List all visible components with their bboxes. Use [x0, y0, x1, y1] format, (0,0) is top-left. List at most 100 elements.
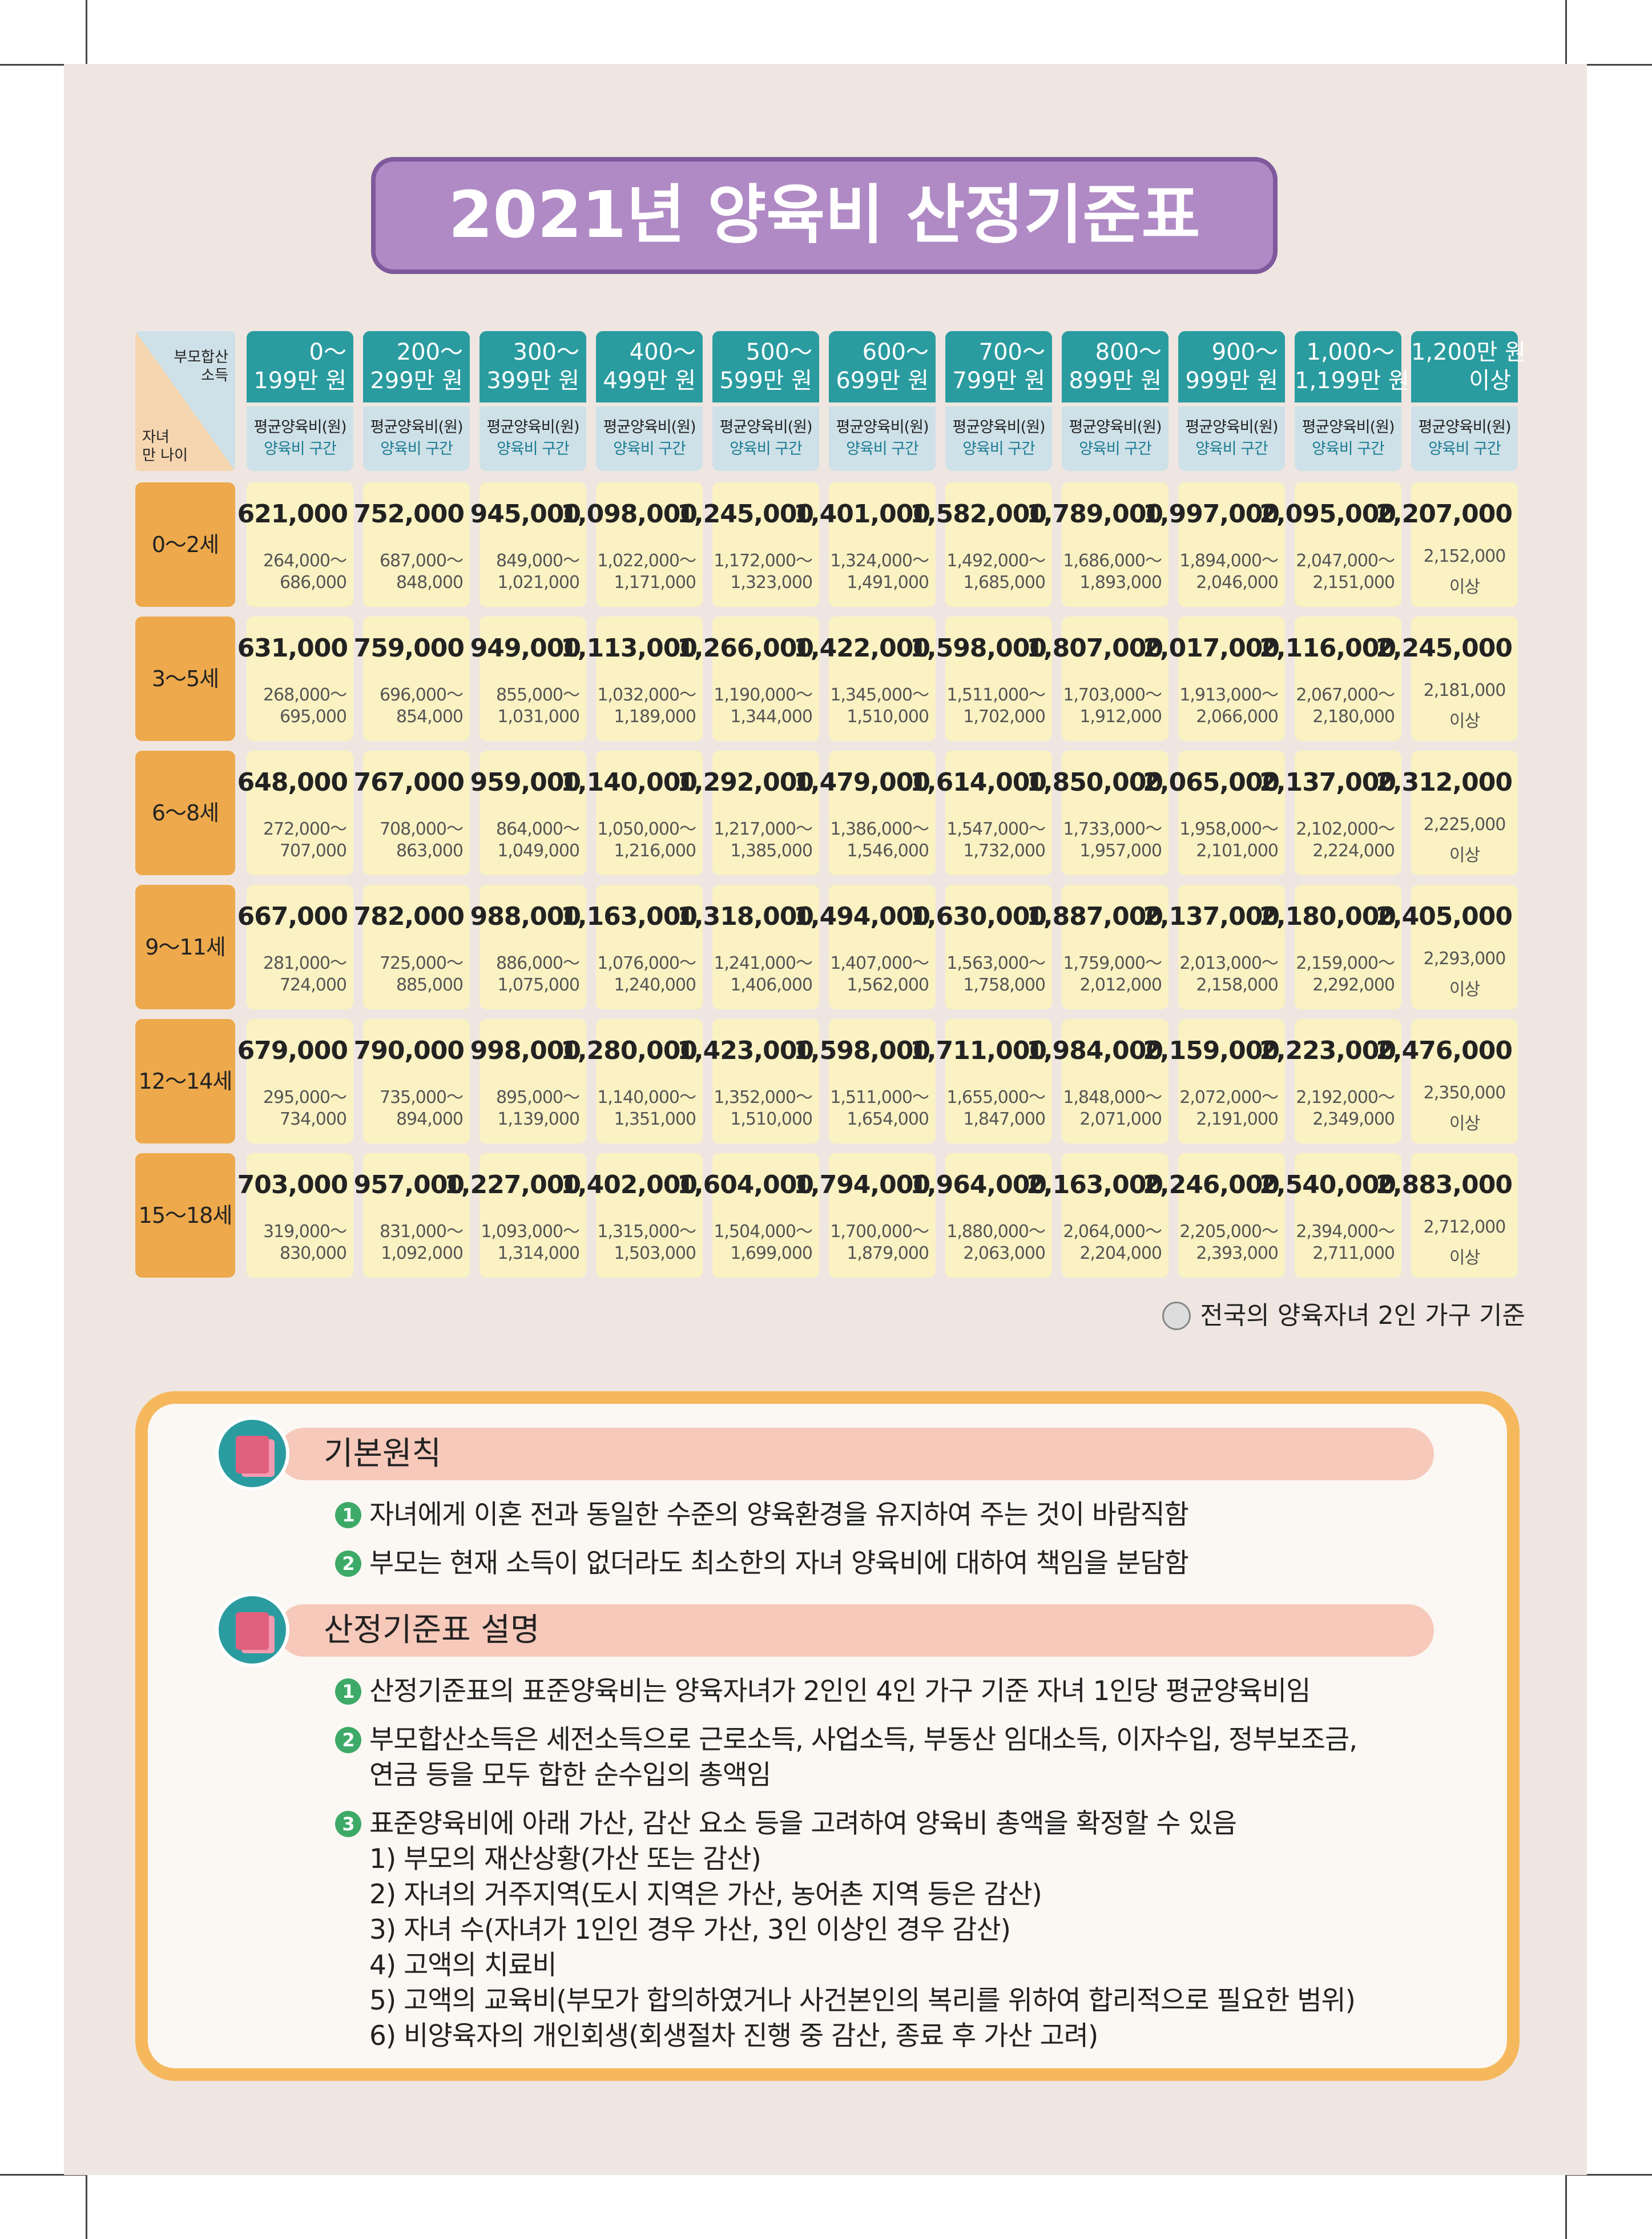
range-high: 2,349,000	[1312, 1109, 1395, 1129]
range-high: 686,000	[279, 573, 347, 593]
crop-mark	[86, 2153, 87, 2239]
item-line: 3) 자녀 수(자녀가 1인인 경우 가산, 3인 이상인 경우 감산)	[369, 1914, 1011, 1946]
range-low: 268,000～	[263, 685, 347, 705]
range-high: 1,139,000	[497, 1109, 580, 1129]
item-number: 2	[335, 1727, 361, 1753]
range-low: 1,686,000～	[1063, 551, 1162, 571]
data-cell: 1,402,000 1,315,000～ 1,503,000	[561, 1153, 703, 1278]
column-header: 200～ 299만 원	[363, 331, 470, 402]
range-high: 707,000	[279, 841, 347, 861]
average-cost: 790,000	[353, 1036, 465, 1065]
item-line: 6) 비양육자의 개인회생(회생절차 진행 중 감산, 종료 후 가산 고려)	[369, 2020, 1098, 2052]
note-icon	[1162, 1302, 1191, 1330]
range-high: 1,510,000	[730, 1109, 813, 1129]
average-cost: 1,227,000	[444, 1170, 581, 1199]
data-cell: 2,065,000 1,958,000～ 2,101,000	[1143, 751, 1285, 875]
column-subheader: 평균양육비(원) 양육비 구간	[480, 406, 586, 471]
range-low: 1,913,000～	[1179, 685, 1279, 705]
average-cost: 1,113,000	[561, 634, 698, 663]
data-cell: 1,964,000 1,880,000～ 2,063,000	[910, 1153, 1052, 1278]
range-label: 양육비 구간	[1312, 440, 1385, 458]
data-cell: 1,494,000 1,407,000～ 1,562,000	[793, 885, 936, 1009]
data-cell: 1,140,000 1,050,000～ 1,216,000	[561, 751, 703, 875]
range-low: 2,013,000～	[1179, 953, 1279, 973]
average-cost: 2,207,000	[1376, 500, 1513, 529]
average-cost: 1,318,000	[677, 902, 814, 931]
data-cell: 631,000 268,000～ 695,000	[237, 617, 353, 741]
range-high: 1,351,000	[614, 1109, 696, 1129]
range-high: 이상	[1449, 1248, 1480, 1268]
range-label: 양육비 구간	[613, 440, 686, 458]
data-cell: 1,113,000 1,032,000～ 1,189,000	[561, 617, 703, 741]
data-cell: 2,163,000 2,064,000～ 2,204,000	[1026, 1153, 1169, 1278]
average-cost: 2,312,000	[1376, 768, 1513, 797]
range-high: 2,066,000	[1196, 707, 1279, 727]
column-header-line: 200～	[396, 339, 463, 365]
data-cell: 1,794,000 1,700,000～ 1,879,000	[793, 1153, 936, 1278]
range-high: 1,240,000	[614, 975, 696, 995]
range-high: 1,912,000	[1079, 707, 1162, 727]
range-low: 2,159,000～	[1296, 953, 1395, 973]
range-low: 1,140,000～	[597, 1088, 696, 1108]
column-header-line: 1,000～	[1306, 339, 1395, 365]
column-header: 500～ 599만 원	[712, 331, 819, 402]
average-cost: 621,000	[237, 500, 348, 529]
column-header-line: 799만 원	[952, 368, 1045, 394]
range-low: 855,000～	[495, 685, 580, 705]
average-cost: 1,807,000	[1026, 634, 1163, 663]
range-high: 1,503,000	[614, 1243, 696, 1263]
average-cost: 2,180,000	[1259, 902, 1396, 931]
range-low: 1,733,000～	[1063, 819, 1162, 839]
corner-label: 만 나이	[142, 447, 188, 464]
data-cell: 1,266,000 1,190,000～ 1,344,000	[677, 617, 819, 741]
range-high: 1,092,000	[381, 1243, 464, 1263]
average-cost: 2,245,000	[1376, 634, 1513, 663]
data-cell: 2,095,000 2,047,000～ 2,151,000	[1259, 482, 1401, 607]
range-low: 1,547,000～	[946, 819, 1046, 839]
range-high: 830,000	[279, 1243, 347, 1263]
section-icon	[215, 1416, 289, 1491]
column-header-line: 600～	[862, 339, 929, 365]
range-low: 1,511,000～	[946, 685, 1046, 705]
data-cell: 2,017,000 1,913,000～ 2,066,000	[1143, 617, 1285, 741]
data-cell: 1,422,000 1,345,000～ 1,510,000	[793, 617, 936, 741]
range-label: 양육비 구간	[380, 440, 453, 458]
range-high: 863,000	[396, 841, 464, 861]
range-high: 2,180,000	[1312, 707, 1395, 727]
range-high: 1,021,000	[497, 573, 580, 593]
range-low: 1,324,000～	[830, 551, 929, 571]
age-cell: 15～18세	[135, 1153, 235, 1278]
range-high: 724,000	[279, 975, 347, 995]
column-subheader: 평균양육비(원) 양육비 구간	[247, 406, 353, 471]
average-cost: 2,137,000	[1259, 768, 1396, 797]
data-cell: 1,582,000 1,492,000～ 1,685,000	[910, 482, 1052, 607]
item-number: 1	[335, 1502, 361, 1528]
range-high: 이상	[1449, 1114, 1480, 1134]
range-high: 1,758,000	[963, 975, 1046, 995]
range-low: 2,192,000～	[1296, 1088, 1395, 1108]
average-cost: 1,711,000	[910, 1036, 1047, 1065]
average-cost: 1,098,000	[561, 500, 698, 529]
note: 전국의 양육자녀 2인 가구 기준	[1162, 1299, 1525, 1333]
range-high: 이상	[1449, 577, 1480, 597]
column-header-line: 599만 원	[719, 368, 812, 394]
average-cost: 703,000	[237, 1170, 348, 1199]
column-header: 400～ 499만 원	[596, 331, 703, 402]
range-high: 1,699,000	[730, 1243, 813, 1263]
range-low: 1,511,000～	[830, 1088, 929, 1108]
item-number: 3	[335, 1811, 361, 1837]
range-low: 1,407,000～	[830, 953, 929, 973]
range-low: 831,000～	[379, 1222, 464, 1242]
range-high: 848,000	[396, 573, 464, 593]
data-cell: 679,000 295,000～ 734,000	[237, 1019, 353, 1143]
data-cell: 782,000 725,000～ 885,000	[354, 885, 470, 1009]
column-header: 900～ 999만 원	[1178, 331, 1285, 402]
range-high: 885,000	[396, 975, 464, 995]
data-cell: 621,000 264,000～ 686,000	[237, 482, 353, 607]
range-high: 1,049,000	[497, 841, 580, 861]
column-subheader: 평균양육비(원) 양육비 구간	[363, 406, 470, 471]
column-subheader: 평균양육비(원) 양육비 구간	[945, 406, 1052, 471]
range-low: 1,703,000～	[1063, 685, 1162, 705]
book-icon	[236, 1436, 269, 1473]
